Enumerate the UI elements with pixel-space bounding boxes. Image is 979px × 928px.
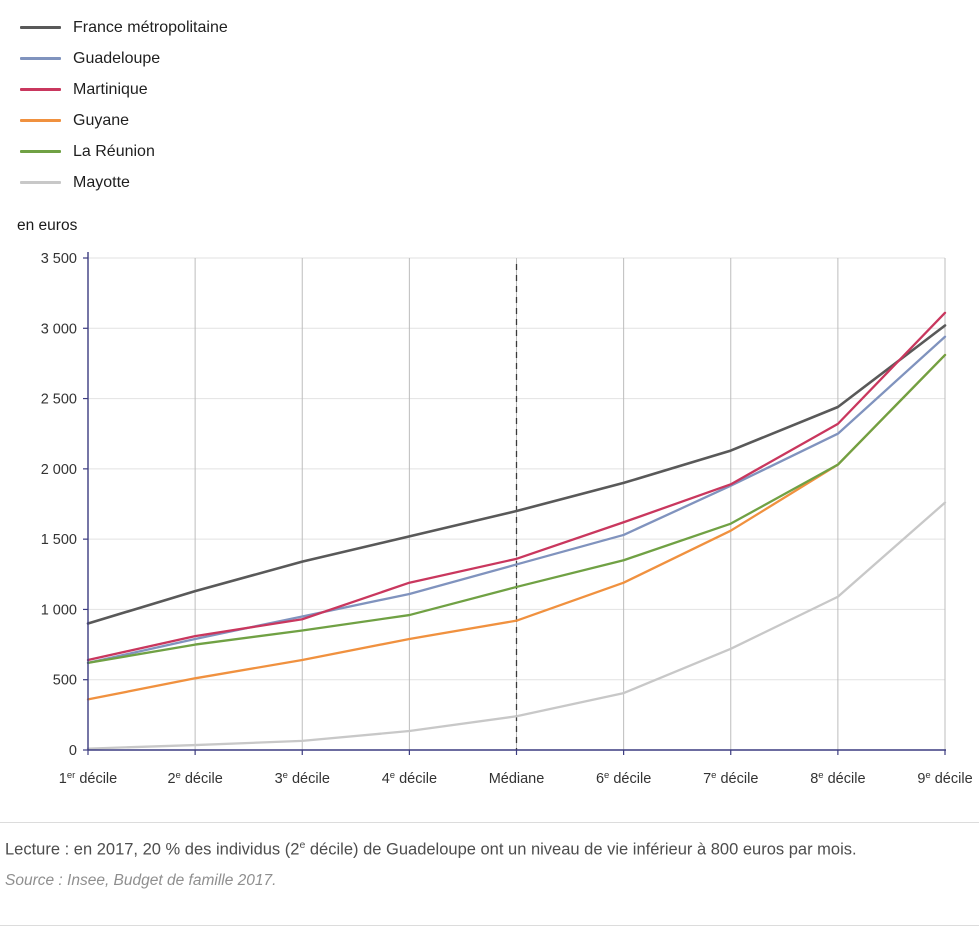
footer: Lecture : en 2017, 20 % des individus (2… — [0, 822, 979, 890]
x-tick-label: 8e décile — [810, 770, 865, 787]
x-tick-label: 3e décile — [275, 770, 330, 787]
legend-swatch — [20, 87, 61, 92]
y-tick-label: 2 500 — [41, 392, 77, 408]
x-tick-label: 7e décile — [703, 770, 758, 787]
x-tick-label: 2e décile — [167, 770, 222, 787]
legend-swatch — [20, 180, 61, 185]
reading-note: Lecture : en 2017, 20 % des individus (2… — [5, 833, 900, 863]
legend-label: Guyane — [73, 111, 130, 129]
series-line-mayotte — [86, 501, 947, 750]
y-tick-label: 1 000 — [41, 602, 77, 618]
y-tick-label: 2 000 — [41, 462, 77, 478]
series-line-la-reunion — [86, 353, 947, 664]
legend-label: Mayotte — [73, 173, 130, 191]
legend-label: La Réunion — [73, 142, 155, 160]
legend: France métropolitaine Guadeloupe Martiniqu… — [20, 12, 228, 198]
decile-line-chart: 0 500 1 000 1 500 2 000 2 500 3 000 3 500 1er dé… — [0, 240, 979, 800]
y-tick-label: 3 500 — [41, 251, 77, 267]
legend-label: France métropolitaine — [73, 18, 228, 36]
reading-note-text-2: décile) de Guadeloupe ont un niveau de v… — [305, 840, 857, 859]
reading-note-sup: e — [299, 839, 306, 851]
series-line-france-metropolitaine — [86, 324, 947, 625]
x-tick-label: 9e décile — [917, 770, 972, 787]
x-tick-label: 6e décile — [596, 770, 651, 787]
legend-label: Guadeloupe — [73, 49, 161, 67]
x-tick-label: 1er décile — [59, 770, 117, 787]
legend-item-mayotte: Mayotte — [20, 167, 228, 198]
y-axis-unit-label: en euros — [17, 217, 78, 234]
legend-swatch — [20, 25, 61, 30]
legend-swatch — [20, 56, 61, 61]
footer-separator — [0, 822, 979, 823]
y-tick-label: 1 500 — [41, 532, 77, 548]
legend-item-martinique: Martinique — [20, 74, 228, 105]
source-line: Source : Insee, Budget de famille 2017. — [5, 871, 277, 889]
series-line-martinique — [86, 311, 947, 662]
x-tick-label: 4e décile — [382, 770, 437, 787]
y-tick-label: 500 — [53, 673, 77, 689]
legend-swatch — [20, 149, 61, 154]
legend-item-guyane: Guyane — [20, 105, 228, 136]
chart-canvas: 0 500 1 000 1 500 2 000 2 500 3 000 3 500 1er dé… — [41, 251, 973, 787]
reading-note-text: Lecture : en 2017, 20 % des individus (2 — [5, 840, 300, 859]
x-tick-label: Médiane — [489, 771, 545, 787]
legend-item-guadeloupe: Guadeloupe — [20, 43, 228, 74]
legend-swatch — [20, 118, 61, 123]
y-tick-label: 0 — [69, 743, 77, 759]
legend-item-la-reunion: La Réunion — [20, 136, 228, 167]
page-bottom-border — [0, 925, 979, 926]
y-tick-label: 3 000 — [41, 321, 77, 337]
series-line-guyane — [86, 353, 947, 701]
legend-label: Martinique — [73, 80, 148, 98]
legend-item-france-metropolitaine: France métropolitaine — [20, 12, 228, 43]
